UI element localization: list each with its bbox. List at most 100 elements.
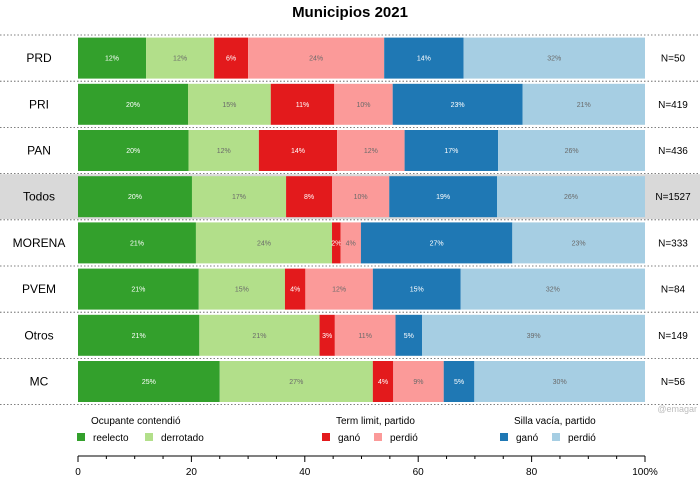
bar-segment-gano_sv (389, 176, 498, 218)
segment-label: 23% (572, 240, 586, 247)
category-label: PRD (26, 51, 52, 65)
bar-segment-derrotado (187, 83, 271, 125)
bar-segment-gano_tl (332, 222, 341, 264)
legend: Ocupante contendió reelecto derrotado Term … (77, 416, 596, 444)
segment-label: 12% (105, 56, 119, 63)
category-label: MORENA (13, 236, 66, 250)
segment-label: 20% (128, 194, 142, 201)
legend-swatch (145, 433, 153, 441)
bar-segment-gano_sv (443, 361, 475, 402)
segment-label: 25% (142, 379, 156, 386)
segment-label: 30% (553, 379, 567, 386)
segment-label: 21% (130, 240, 144, 247)
bar-segment-reelecto (78, 314, 200, 356)
bar-segment-derrotado (195, 222, 333, 264)
segment-label: 23% (451, 102, 465, 109)
legend-group: Ocupante contendió reelecto derrotado (77, 416, 204, 444)
legend-group: Term limit, partido ganó perdió (322, 416, 418, 444)
segment-label: 26% (564, 194, 578, 201)
segment-label: 21% (252, 333, 266, 340)
segment-label: 6% (226, 56, 236, 63)
segment-label: 3% (322, 333, 332, 340)
bar-segment-derrotado (191, 176, 287, 218)
segment-label: 19% (436, 194, 450, 201)
bar-segment-perdio_sv (460, 268, 645, 310)
chart-row: Todos N=1527 20% 17% 8% 10% 19% 26% (0, 174, 700, 220)
segment-label: 24% (309, 56, 323, 63)
bar-segment-perdio_tl (334, 314, 396, 356)
chart-row: PVEM N=84 21% 15% 4% 12% 15% 32% (22, 268, 686, 310)
bar-segment-gano_tl (286, 176, 333, 218)
segment-label: 20% (126, 148, 140, 155)
bar-segment-derrotado (188, 130, 259, 171)
chart-rows: PRD N=50 12% 12% 6% 24% 14% 32% PRI N=419 20% 15% 11… (0, 34, 700, 406)
segment-label: 14% (291, 148, 305, 155)
segment-label: 21% (131, 287, 145, 294)
x-tick-label: 0 (75, 467, 81, 478)
segment-label: 11% (296, 102, 310, 109)
chart-title: Municipios 2021 (292, 4, 408, 21)
category-label: Otros (24, 328, 53, 342)
segment-label: 24% (257, 240, 271, 247)
bar-segment-perdio_sv (474, 361, 645, 402)
n-label: N=56 (661, 377, 686, 388)
bar-segment-reelecto (78, 176, 192, 218)
segment-label: 15% (222, 102, 236, 109)
credit-label: @emagar (657, 404, 697, 414)
chart-row: Otros N=149 21% 21% 3% 11% 5% 39% (24, 314, 688, 356)
segment-label: 12% (364, 148, 378, 155)
bar-segment-reelecto (78, 222, 196, 264)
legend-swatch (374, 433, 382, 441)
segment-label: 17% (232, 194, 246, 201)
bar-segment-perdio_sv (498, 130, 645, 171)
bar-segment-gano_tl (319, 314, 335, 356)
bar-segment-derrotado (199, 314, 320, 356)
legend-label: ganó (516, 433, 539, 444)
segment-label: 27% (430, 240, 444, 247)
segment-label: 11% (358, 333, 372, 340)
legend-label: perdió (568, 433, 596, 444)
bar-segment-gano_sv (395, 314, 423, 356)
segment-label: 4% (378, 379, 388, 386)
legend-swatch (322, 433, 330, 441)
x-tick-label: 80 (526, 467, 538, 478)
bar-segment-perdio_tl (332, 176, 390, 218)
legend-swatch (77, 433, 85, 441)
legend-title: Term limit, partido (336, 416, 415, 427)
segment-label: 32% (546, 287, 560, 294)
bar-segment-gano_tl (258, 130, 338, 171)
bar-segment-perdio_sv (463, 37, 645, 79)
segment-label: 2% (331, 240, 341, 247)
bar-segment-perdio_tl (393, 361, 444, 402)
n-label: N=333 (658, 238, 688, 249)
legend-label: reelecto (93, 433, 129, 444)
bar-segment-reelecto (78, 268, 199, 310)
bar-segment-gano_tl (214, 37, 249, 79)
segment-label: 9% (413, 379, 423, 386)
n-label: N=436 (658, 146, 688, 157)
bar-segment-derrotado (198, 268, 285, 310)
bar-segment-perdio_tl (340, 222, 361, 264)
bar-segment-gano_sv (372, 268, 461, 310)
category-label: PAN (27, 144, 51, 158)
bar-segment-perdio_sv (512, 222, 645, 264)
segment-label: 27% (289, 379, 303, 386)
segment-label: 8% (304, 194, 314, 201)
legend-label: derrotado (161, 433, 204, 444)
bar-segment-perdio_tl (337, 130, 405, 171)
bar-segment-perdio_sv (497, 176, 645, 218)
bar-segment-gano_sv (392, 83, 523, 125)
bar-segment-gano_sv (360, 222, 513, 264)
segment-label: 17% (444, 148, 458, 155)
bar-segment-derrotado (219, 361, 373, 402)
segment-label: 32% (547, 56, 561, 63)
bar-segment-reelecto (78, 83, 188, 125)
bar-segment-perdio_tl (248, 37, 385, 79)
bar-segment-perdio_sv (522, 83, 645, 125)
category-label: MC (30, 375, 49, 389)
bar-segment-reelecto (78, 130, 189, 171)
x-tick-label: 20 (186, 467, 198, 478)
legend-group: Silla vacía, partido ganó perdió (500, 416, 596, 444)
legend-title: Ocupante contendió (91, 416, 181, 427)
